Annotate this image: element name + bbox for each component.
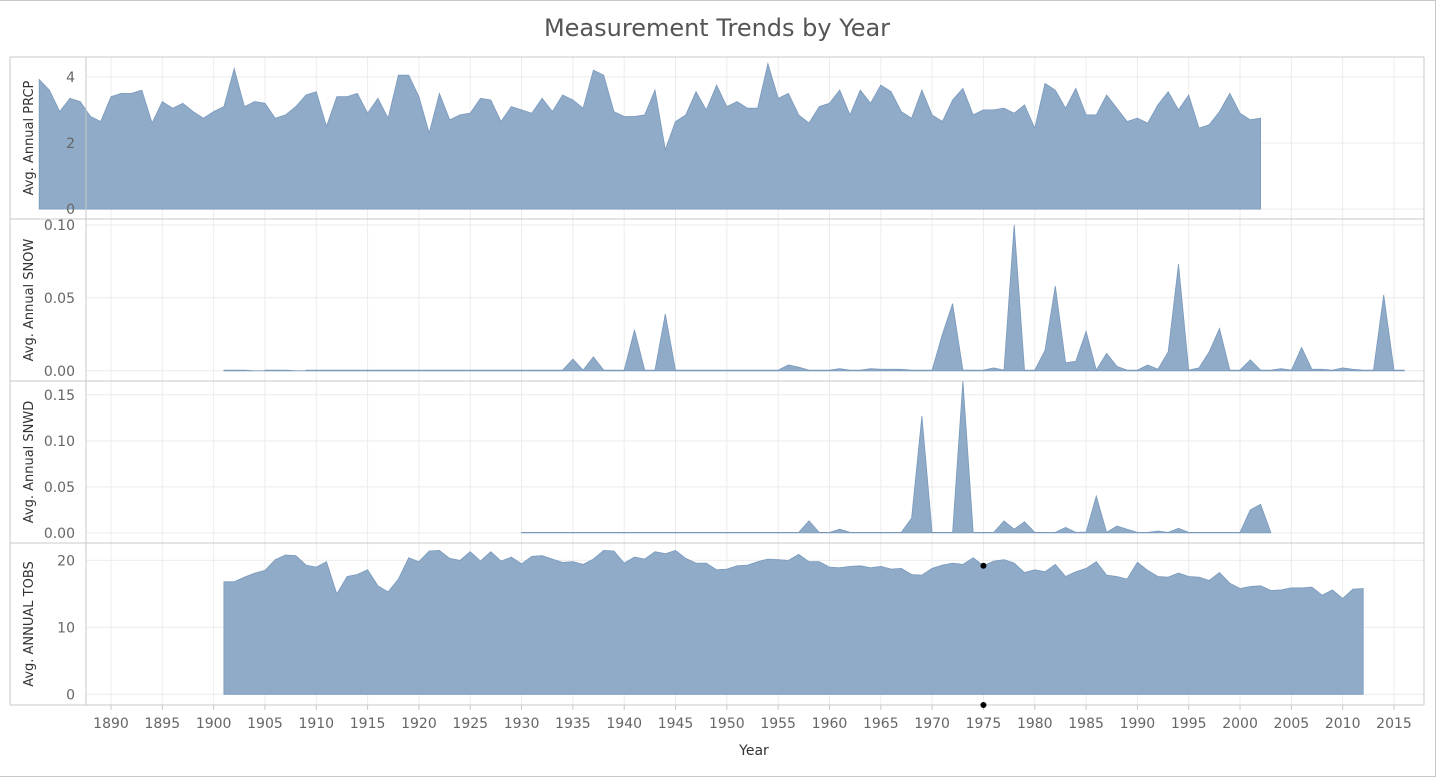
x-tick-label: 1970 xyxy=(914,716,950,732)
area-series-1 xyxy=(223,224,1405,372)
x-tick-label: 1935 xyxy=(555,716,591,732)
x-tick-label: 1920 xyxy=(401,716,437,732)
chart-title: Measurement Trends by Year xyxy=(543,14,891,42)
area-series-0 xyxy=(38,62,1261,210)
y-tick-label: 0.10 xyxy=(44,434,75,450)
x-tick-label: 1895 xyxy=(144,716,180,732)
x-tick-label: 1945 xyxy=(658,716,694,732)
y-tick-label: 0 xyxy=(66,202,75,218)
y-tick-label: 0.05 xyxy=(44,291,75,307)
x-tick-label: 1950 xyxy=(709,716,745,732)
y-tick-label: 0.00 xyxy=(44,526,75,542)
x-tick-label: 1990 xyxy=(1120,716,1156,732)
area-series-3 xyxy=(223,549,1364,695)
y-axis-label: Avg. ANNUAL TOBS xyxy=(22,561,37,687)
y-tick-label: 0.00 xyxy=(44,364,75,380)
y-tick-label: 2 xyxy=(66,136,75,152)
y-tick-label: 4 xyxy=(66,70,75,86)
y-tick-label: 0.10 xyxy=(44,218,75,234)
x-tick-label: 1980 xyxy=(1017,716,1053,732)
x-tick-label: 2000 xyxy=(1222,716,1258,732)
x-tick-label: 1905 xyxy=(247,716,283,732)
x-tick-label: 1915 xyxy=(350,716,386,732)
y-axis-label: Avg. Annual SNOW xyxy=(22,238,37,361)
y-tick-label: 20 xyxy=(57,553,75,569)
x-tick-label: 1995 xyxy=(1171,716,1207,732)
x-tick-label: 1900 xyxy=(196,716,232,732)
x-tick-label: 1965 xyxy=(863,716,899,732)
x-tick-label: 1975 xyxy=(966,716,1002,732)
y-tick-label: 0.15 xyxy=(44,388,75,404)
selection-marker-baseline[interactable] xyxy=(980,702,987,708)
y-axis-label: Avg. Annual SNWD xyxy=(22,401,37,524)
y-axis-label: Avg. Annual PRCP xyxy=(22,80,37,195)
x-tick-label: 1910 xyxy=(298,716,334,732)
area-series-2 xyxy=(521,380,1272,534)
y-tick-label: 0 xyxy=(66,687,75,703)
x-axis-label: Year xyxy=(738,743,769,759)
x-tick-label: 1940 xyxy=(606,716,642,732)
x-tick-label: 1890 xyxy=(93,716,129,732)
selection-marker[interactable] xyxy=(980,562,987,569)
x-tick-label: 2005 xyxy=(1274,716,1310,732)
x-tick-label: 1930 xyxy=(504,716,540,732)
y-tick-label: 0.05 xyxy=(44,480,75,496)
x-tick-label: 1955 xyxy=(760,716,796,732)
y-tick-label: 10 xyxy=(57,620,75,636)
x-tick-label: 1960 xyxy=(812,716,848,732)
x-tick-label: 1985 xyxy=(1068,716,1104,732)
x-tick-label: 2015 xyxy=(1376,716,1412,732)
x-tick-label: 1925 xyxy=(452,716,488,732)
x-tick-label: 2010 xyxy=(1325,716,1361,732)
